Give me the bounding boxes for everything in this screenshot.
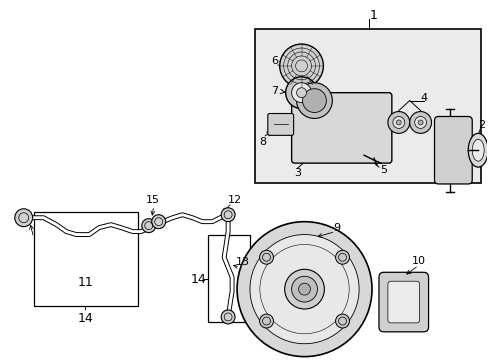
Ellipse shape	[471, 139, 483, 161]
Circle shape	[259, 314, 273, 328]
Text: 14: 14	[190, 273, 206, 286]
FancyBboxPatch shape	[434, 117, 471, 184]
Ellipse shape	[468, 133, 487, 167]
Text: 14: 14	[77, 312, 93, 325]
Text: 9: 9	[333, 222, 340, 233]
Circle shape	[302, 89, 325, 113]
FancyBboxPatch shape	[267, 113, 293, 135]
Bar	[208, 235, 249, 322]
Text: 1: 1	[369, 9, 377, 22]
Circle shape	[291, 83, 311, 103]
Text: 15: 15	[145, 195, 160, 205]
Circle shape	[142, 219, 155, 233]
Circle shape	[392, 117, 404, 129]
Circle shape	[151, 215, 165, 229]
Circle shape	[409, 112, 431, 133]
Circle shape	[221, 208, 235, 222]
Circle shape	[221, 310, 235, 324]
Circle shape	[298, 283, 310, 295]
Text: 5: 5	[380, 165, 386, 175]
Circle shape	[296, 88, 306, 98]
Circle shape	[279, 44, 323, 88]
Circle shape	[259, 250, 273, 264]
Bar	[254, 29, 480, 183]
Circle shape	[284, 269, 324, 309]
Circle shape	[417, 120, 422, 125]
Circle shape	[335, 250, 349, 264]
Text: 8: 8	[259, 137, 266, 147]
Text: 13: 13	[236, 257, 249, 267]
Circle shape	[285, 77, 317, 109]
Text: 12: 12	[227, 195, 242, 205]
Text: 6: 6	[271, 56, 283, 66]
FancyBboxPatch shape	[378, 272, 427, 332]
Text: 7: 7	[271, 86, 284, 96]
Circle shape	[387, 112, 409, 133]
Text: 10: 10	[411, 256, 425, 266]
Circle shape	[296, 83, 332, 118]
Circle shape	[291, 276, 317, 302]
Circle shape	[15, 209, 33, 227]
Text: 4: 4	[419, 93, 427, 103]
Text: 2: 2	[478, 121, 485, 130]
Text: 11: 11	[77, 276, 93, 289]
Circle shape	[414, 117, 426, 129]
Circle shape	[395, 120, 401, 125]
Text: 3: 3	[293, 168, 301, 178]
FancyBboxPatch shape	[291, 93, 391, 163]
Circle shape	[249, 235, 358, 344]
FancyBboxPatch shape	[387, 281, 419, 323]
Circle shape	[237, 222, 371, 357]
Bar	[34, 212, 138, 306]
Circle shape	[335, 314, 349, 328]
